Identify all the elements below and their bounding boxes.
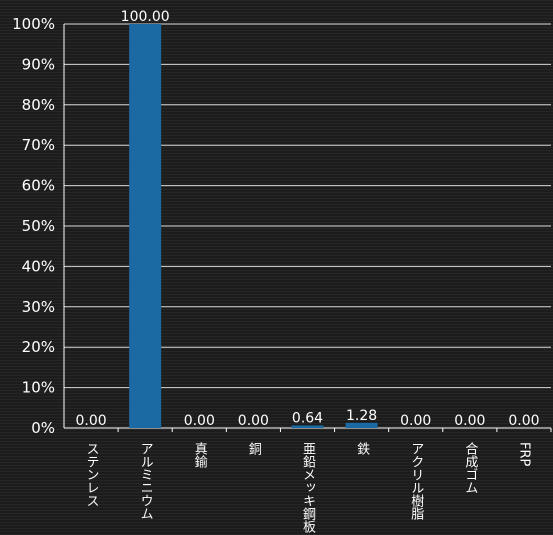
x-tick-label: 銅 (246, 442, 262, 455)
y-tick-label: 70% (22, 136, 55, 154)
y-tick-label: 10% (22, 379, 55, 397)
data-label: 0.00 (184, 413, 215, 429)
x-tick-label: 合成ゴム (462, 442, 478, 494)
data-label: 0.00 (400, 413, 431, 429)
data-label: 100.00 (121, 9, 170, 25)
y-tick-label: 80% (22, 96, 55, 114)
x-tick-label: アクリル樹脂 (408, 442, 424, 520)
y-tick-label: 90% (22, 55, 55, 73)
data-label: 0.00 (238, 413, 269, 429)
bar (291, 425, 324, 428)
y-tick-label: 100% (12, 15, 55, 33)
y-tick-label: 50% (22, 217, 55, 235)
x-tick-label: 真鍮 (192, 442, 208, 468)
x-tick-label: 亜鉛メッキ鋼板 (300, 442, 316, 534)
data-label: 1.28 (346, 408, 377, 424)
y-tick-label: 20% (22, 338, 55, 356)
bar (345, 422, 378, 428)
y-tick-label: 40% (22, 257, 55, 275)
x-tick-label: 鉄 (354, 442, 370, 455)
y-tick-label: 0% (31, 419, 55, 437)
data-label: 0.64 (292, 410, 323, 426)
y-tick-label: 60% (22, 177, 55, 195)
data-label: 0.00 (508, 413, 539, 429)
x-tick-label: アルミニウム (138, 442, 153, 520)
x-tick-label: ステンレス (84, 442, 99, 507)
x-tick-label: FRP (516, 442, 531, 467)
data-label: 0.00 (75, 413, 106, 429)
data-label: 0.00 (454, 413, 485, 429)
y-tick-label: 30% (22, 298, 55, 316)
bar (129, 24, 162, 428)
